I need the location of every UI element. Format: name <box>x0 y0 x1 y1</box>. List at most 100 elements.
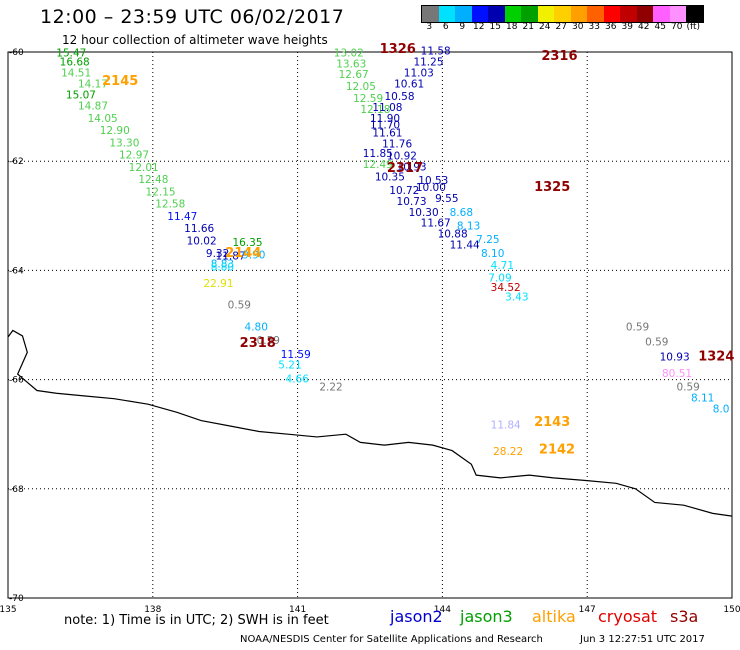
swh-value-label: 12.97 <box>119 149 149 161</box>
lat-tick-label: -60 <box>9 48 24 58</box>
pass-time-label: 1325 <box>534 180 570 195</box>
color-swatch <box>537 6 554 22</box>
swh-value-label: 12.49 <box>363 159 393 171</box>
swh-value-label: 8.0 <box>713 403 730 415</box>
lon-tick-label: 141 <box>289 605 306 615</box>
swh-value-label: 10.35 <box>375 171 405 183</box>
swh-value-label: 11.76 <box>382 139 412 151</box>
swh-value-label: 11.25 <box>413 57 443 69</box>
color-tick-label: 30 <box>572 22 584 32</box>
legend-entry-s3a: s3a <box>670 607 699 626</box>
swh-value-label: 11.59 <box>281 349 311 361</box>
color-tick-label: 18 <box>506 22 518 32</box>
swh-value-label: 14.17 <box>78 78 108 90</box>
color-swatch <box>504 6 521 22</box>
swh-value-label: 16.68 <box>60 57 90 69</box>
page-subtitle: 12 hour collection of altimeter wave hei… <box>62 33 328 47</box>
color-swatch <box>488 6 505 22</box>
swh-value-label: 0.59 <box>645 337 668 349</box>
swh-value-label: 11.85 <box>363 148 393 160</box>
swh-value-label: 9.32 <box>206 248 229 260</box>
swh-value-label: 9.90 <box>242 249 265 261</box>
swh-value-label: 15.47 <box>56 47 86 59</box>
swh-value-label: 8.83 <box>211 259 234 271</box>
color-tick-label: 24 <box>539 22 551 32</box>
swh-value-label: 12.18 <box>360 104 390 116</box>
swh-value-label: 5.21 <box>278 360 301 372</box>
lat-tick-label: -70 <box>9 594 24 604</box>
swh-value-label: 80.51 <box>662 368 692 380</box>
color-tick-label: 27 <box>555 22 567 32</box>
swh-value-label: 11.58 <box>421 46 451 58</box>
color-swatch <box>570 6 587 22</box>
color-swatch <box>438 6 455 22</box>
swh-value-label: 10.00 <box>416 182 446 194</box>
swh-value-label: 0.59 <box>626 321 649 333</box>
pass-time-label: 2142 <box>539 442 575 457</box>
swh-value-label: 8.68 <box>450 207 473 219</box>
swh-value-label: 11.66 <box>184 223 214 235</box>
swh-value-label: 11.70 <box>370 119 400 131</box>
lat-tick-label: -66 <box>9 376 24 386</box>
swh-value-label: 10.93 <box>660 351 690 363</box>
lat-tick-label: -62 <box>9 157 24 167</box>
swh-value-label: 0.59 <box>228 300 251 312</box>
swh-value-label: 8.80 <box>211 261 234 273</box>
swh-value-label: 16.35 <box>232 237 262 249</box>
swh-value-label: 12.67 <box>339 69 369 81</box>
color-tick-label: 70 <box>671 22 683 32</box>
coastline <box>7 329 733 517</box>
swh-value-label: 10.61 <box>394 78 424 90</box>
color-tick-label: 39 <box>621 22 633 32</box>
swh-value-label: 8.13 <box>457 220 480 232</box>
color-tick-label: 6 <box>442 22 449 32</box>
color-swatch <box>653 6 670 22</box>
swh-value-label: 11.84 <box>491 420 521 432</box>
swh-value-label: 11.44 <box>450 240 480 252</box>
swh-value-label: 10.88 <box>438 229 468 241</box>
legend-entry-cryosat: cryosat <box>598 607 658 626</box>
color-tick-label: 3 <box>426 22 433 32</box>
lon-tick-label: 138 <box>144 605 161 615</box>
swh-value-label: 11.61 <box>372 128 402 140</box>
swh-value-label: 12.58 <box>155 199 185 211</box>
swh-value-label: 11.87 <box>216 250 246 262</box>
swh-value-label: 13.63 <box>336 58 366 70</box>
footer-note: note: 1) Time is in UTC; 2) SWH is in fe… <box>64 613 329 628</box>
swh-value-label: 12.01 <box>129 162 159 174</box>
timestamp-text: Jun 3 12:27:51 UTC 2017 <box>580 634 705 645</box>
swh-value-label: 11.67 <box>421 218 451 230</box>
swh-value-label: 7.25 <box>476 234 499 246</box>
color-tick-label: 15 <box>489 22 501 32</box>
color-swatch <box>521 6 538 22</box>
swh-value-label: 10.53 <box>418 175 448 187</box>
color-tick-label: (ft) <box>686 22 701 32</box>
swh-value-label: 0.59 <box>257 335 280 347</box>
color-tick-label: 21 <box>522 22 534 32</box>
swh-value-label: 15.07 <box>66 89 96 101</box>
lon-tick-label: 135 <box>0 605 17 615</box>
swh-value-label: 4.80 <box>245 321 268 333</box>
map-frame <box>7 51 733 599</box>
swh-value-label: 22.91 <box>203 278 233 290</box>
pass-time-label: 1326 <box>380 42 416 57</box>
page-title: 12:00 – 23:59 UTC 06/02/2017 <box>40 6 345 28</box>
color-tick-label: 33 <box>588 22 600 32</box>
lon-tick-label: 144 <box>434 605 451 615</box>
color-swatch <box>471 6 488 22</box>
color-swatch <box>620 6 637 22</box>
credit-text: NOAA/NESDIS Center for Satellite Applica… <box>240 634 543 645</box>
swh-value-label: 10.92 <box>387 151 417 163</box>
legend-entry-jason3: jason3 <box>460 607 513 626</box>
swh-value-label: 11.08 <box>372 102 402 114</box>
color-tick-label: 36 <box>605 22 617 32</box>
swh-value-label: 2.22 <box>319 382 342 394</box>
swh-value-label: 10.72 <box>389 185 419 197</box>
legend-entry-altika: altika <box>532 607 576 626</box>
swh-value-label: 10.30 <box>409 207 439 219</box>
color-tick-label: 12 <box>473 22 485 32</box>
swh-value-label: 12.48 <box>138 174 168 186</box>
color-swatch <box>636 6 653 22</box>
swh-value-label: 11.90 <box>370 113 400 125</box>
swh-value-label: 8.10 <box>481 248 504 260</box>
